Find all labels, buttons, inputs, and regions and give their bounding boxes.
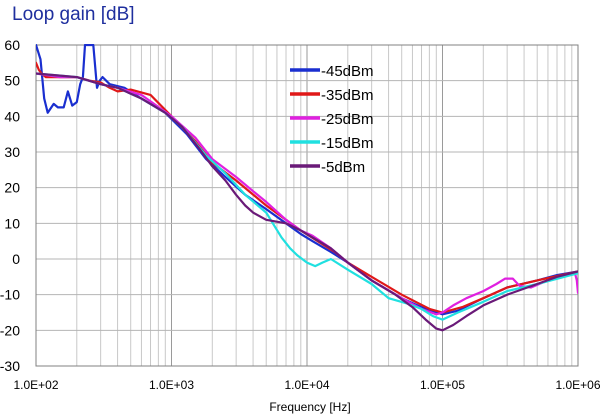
legend-label: -35dBm [321,87,374,104]
y-tick-label: 50 [4,73,20,89]
plot-frame [35,44,579,367]
y-tick-label: 20 [4,180,20,196]
y-tick-label: 30 [4,144,20,160]
x-axis-label: Frequency [Hz] [269,400,350,414]
x-tick-label: 1.0E+03 [149,378,194,392]
y-tick-label: -30 [0,358,20,374]
y-tick-label: -10 [0,287,20,303]
legend-item: -25dBm [290,111,374,128]
chart-title: Loop gain [dB] [12,4,135,25]
x-tick-label: 1.0E+02 [13,378,58,392]
legend-label: -25dBm [321,111,374,128]
legend-label: -45dBm [321,63,374,80]
legend-item: -15dBm [290,135,374,152]
legend-label: -5dBm [321,159,365,176]
y-tick-label: 10 [4,215,20,231]
y-tick-label: 40 [4,108,20,124]
legend-item: -35dBm [290,87,374,104]
legend: -45dBm -35dBm -25dBm -15dBm -5dBm [290,63,374,176]
legend-item: -45dBm [290,63,374,80]
x-tick-label: 1.0E+06 [555,378,600,392]
y-tick-label: 0 [12,251,20,267]
x-tick-label: 1.0E+04 [284,378,329,392]
legend-label: -15dBm [321,135,374,152]
y-tick-label: -20 [0,322,20,338]
y-tick-label: 60 [4,37,20,53]
series-line-5dBm [36,72,578,332]
x-tick-label: 1.0E+05 [420,378,465,392]
legend-item: -5dBm [290,159,365,176]
